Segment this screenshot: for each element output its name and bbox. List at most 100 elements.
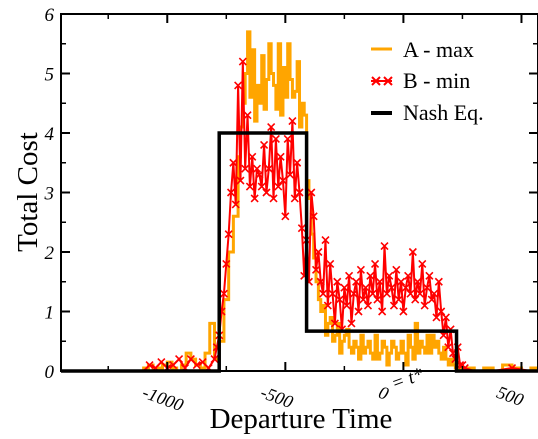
series-marker-1: [290, 194, 299, 203]
series-marker-1: [267, 122, 276, 132]
series-marker-1: [198, 358, 207, 367]
series-marker-1: [276, 152, 285, 161]
series-marker-1: [359, 295, 368, 304]
series-marker-1: [373, 295, 382, 304]
series-marker-1: [274, 182, 283, 191]
series-marker-1: [222, 259, 231, 268]
series-marker-1: [307, 188, 316, 197]
series-marker-1: [245, 182, 254, 191]
series-marker-1: [441, 313, 450, 322]
series-marker-1: [250, 194, 259, 203]
series-marker-1: [404, 271, 413, 280]
series-marker-1: [236, 176, 245, 185]
series-marker-1: [169, 360, 178, 370]
series-marker-1: [234, 81, 243, 90]
series-marker-1: [229, 158, 238, 167]
y-tick-label: 2: [45, 243, 55, 264]
series-marker-1: [321, 236, 330, 245]
series-marker-1: [186, 355, 195, 364]
series-marker-1: [285, 170, 295, 179]
series-marker-1: [427, 295, 436, 304]
series-marker-1: [439, 331, 448, 340]
t-star-annotation: = t*: [389, 364, 427, 395]
series-marker-1: [415, 289, 424, 298]
x-tick-label: -1000: [140, 382, 186, 415]
series-marker-1: [210, 355, 219, 364]
series-marker-1: [389, 301, 399, 310]
series-marker-1: [380, 241, 389, 251]
series-marker-1: [411, 295, 420, 304]
series-marker-1: [323, 301, 332, 310]
series-marker-1: [349, 289, 358, 298]
series-marker-1: [238, 57, 247, 66]
series-marker-1: [328, 289, 337, 298]
series-marker-1: [319, 289, 328, 298]
series-marker-1: [422, 283, 432, 292]
series-marker-1: [288, 117, 297, 126]
series-marker-1: [413, 277, 422, 286]
legend-label-nash: Nash Eq.: [403, 100, 484, 125]
x-tick-label: 0: [376, 382, 391, 404]
series-marker-1: [352, 277, 361, 286]
series-marker-1: [255, 170, 264, 179]
y-tick-label: 3: [44, 184, 55, 205]
series-marker-1: [271, 134, 280, 144]
x-axis-title: Departure Time: [210, 403, 393, 435]
series-marker-1: [408, 247, 417, 257]
y-axis-title: Total Cost: [12, 132, 44, 252]
series-marker-1: [269, 194, 278, 203]
series-marker-1: [385, 271, 394, 280]
series-marker-1: [243, 111, 252, 120]
series-marker-1: [309, 212, 318, 221]
series-marker-1: [399, 307, 408, 316]
legend-label-b: B - min: [403, 68, 470, 93]
series-marker-1: [226, 188, 236, 197]
series-marker-1: [314, 247, 323, 257]
series-marker-1: [437, 307, 446, 316]
series-marker-1: [311, 265, 321, 274]
series-marker-1: [347, 319, 356, 328]
series-marker-1: [264, 164, 273, 173]
series-marker-1: [368, 289, 377, 298]
legend-marker-b2: [383, 76, 393, 86]
series-marker-1: [192, 360, 201, 370]
series-marker-1: [219, 289, 229, 298]
series-marker-1: [281, 212, 290, 221]
series-marker-1: [396, 277, 406, 286]
y-tick-label: 6: [45, 5, 55, 26]
series-marker-1: [430, 289, 439, 298]
legend-label-a: A - max: [403, 37, 474, 62]
x-tick-label: 500: [494, 382, 526, 410]
series-marker-1: [260, 140, 269, 149]
series-marker-1: [335, 295, 344, 304]
legend: A - max B - min Nash Eq.: [358, 34, 520, 128]
series-marker-1: [283, 134, 292, 144]
series-marker-1: [248, 152, 257, 161]
series-marker-1: [401, 283, 410, 292]
series-line-2: [61, 131, 538, 373]
series-marker-1: [420, 301, 429, 310]
y-tick-label: 0: [45, 362, 55, 383]
series-marker-1: [356, 265, 365, 274]
series-marker-1: [432, 313, 441, 322]
series-marker-1: [224, 230, 233, 239]
series-marker-1: [330, 319, 339, 328]
series-marker-1: [342, 301, 351, 310]
series-line-0: [61, 30, 538, 373]
series-marker-1: [375, 277, 384, 286]
series-marker-1: [262, 188, 271, 197]
series-marker-1: [241, 164, 250, 173]
series-marker-1: [366, 271, 375, 280]
series-marker-1: [340, 283, 349, 292]
series-marker-1: [333, 277, 342, 286]
series-marker-1: [252, 164, 262, 173]
series-marker-1: [392, 265, 401, 274]
series-marker-1: [316, 277, 325, 286]
series-marker-1: [145, 360, 154, 370]
series-marker-1: [326, 259, 335, 268]
series-marker-1: [297, 224, 306, 233]
series-marker-1: [257, 182, 266, 191]
legend-marker-b1: [371, 76, 381, 86]
series-marker-1: [175, 355, 184, 364]
